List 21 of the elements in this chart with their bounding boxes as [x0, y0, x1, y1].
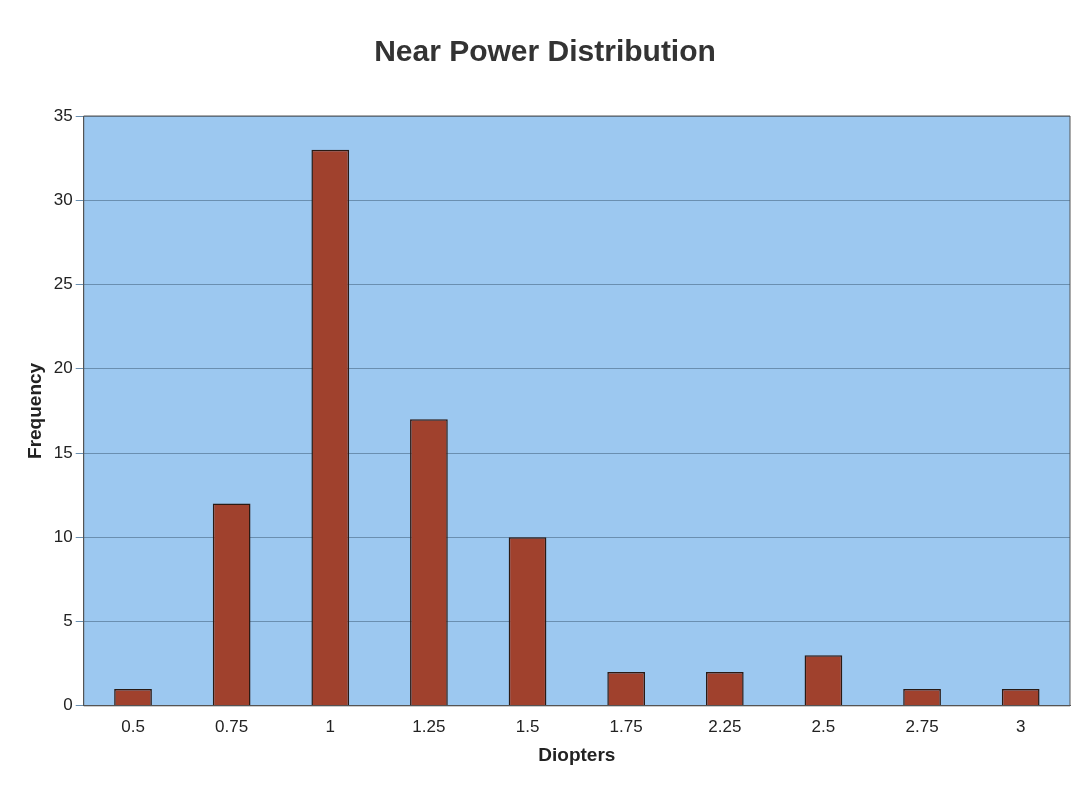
- x-tick-label: 1.75: [609, 716, 643, 736]
- y-tick-label: 15: [53, 442, 73, 462]
- x-tick-label: 2.5: [811, 716, 836, 736]
- y-axis-title: Frequency: [23, 362, 45, 459]
- x-tick-label: 0.75: [215, 716, 249, 736]
- x-tick-label: 3: [1015, 716, 1026, 736]
- y-tick-label: 25: [53, 274, 73, 294]
- x-tick-label: 2.75: [905, 716, 939, 736]
- chart-title: Near Power Distribution: [374, 34, 716, 68]
- x-tick-label: 0.5: [121, 716, 145, 736]
- y-tick-label: 10: [53, 526, 73, 546]
- y-tick-label: 35: [53, 105, 73, 125]
- x-tick-label: 1.25: [412, 716, 446, 736]
- x-tick-label: 2.25: [708, 716, 742, 736]
- y-tick-label: 20: [53, 358, 73, 378]
- y-tick-label: 5: [63, 611, 73, 631]
- x-axis-title: Diopters: [538, 743, 616, 765]
- y-tick-label: 0: [63, 695, 73, 715]
- x-tick-label: 1.5: [515, 716, 540, 736]
- x-tick-label: 1: [325, 716, 336, 736]
- y-tick-label: 30: [53, 189, 73, 209]
